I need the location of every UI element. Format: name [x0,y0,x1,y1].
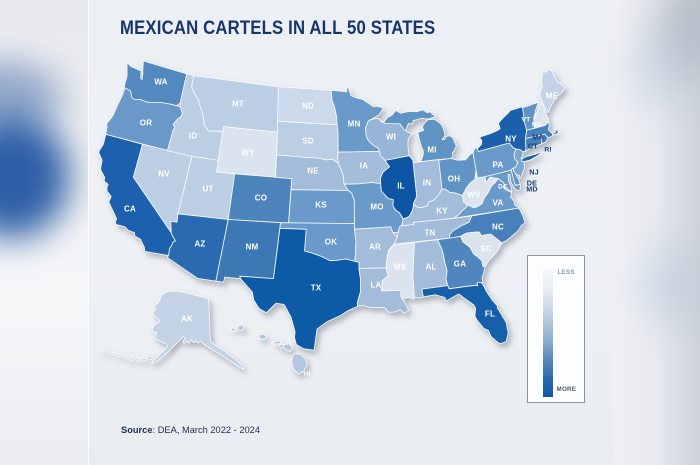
svg-text:UT: UT [202,185,213,194]
svg-text:WA: WA [154,78,167,87]
svg-text:TN: TN [424,229,435,238]
svg-text:OR: OR [140,119,152,128]
svg-text:WV: WV [467,191,481,200]
svg-text:AZ: AZ [194,240,205,249]
svg-text:WI: WI [386,133,396,142]
svg-text:AR: AR [369,243,381,252]
svg-text:CA: CA [124,205,136,214]
svg-text:OK: OK [325,238,337,247]
svg-text:DC: DC [498,184,508,191]
svg-text:NJ: NJ [529,168,539,177]
svg-text:MS: MS [394,263,407,272]
svg-text:IL: IL [397,182,405,191]
svg-text:NC: NC [492,223,504,232]
svg-text:AL: AL [425,263,436,272]
svg-text:IA: IA [360,162,368,171]
svg-text:NH: NH [532,122,542,129]
svg-text:PA: PA [493,161,504,170]
svg-text:GA: GA [454,260,466,269]
svg-text:KY: KY [436,207,448,216]
svg-text:MI: MI [427,146,436,155]
svg-text:SC: SC [480,245,492,254]
svg-text:IN: IN [423,179,431,188]
svg-text:CT: CT [528,142,538,151]
svg-text:MA: MA [532,133,544,142]
svg-text:NE: NE [307,167,319,176]
svg-text:AK: AK [181,315,193,324]
svg-text:NY: NY [505,135,517,144]
svg-text:MN: MN [348,120,361,129]
svg-text:CO: CO [255,194,267,203]
svg-text:TX: TX [311,284,322,293]
svg-text:SD: SD [302,137,314,146]
svg-text:HI: HI [303,371,310,378]
svg-text:ME: ME [546,92,559,101]
svg-text:LA: LA [370,281,381,290]
svg-text:WY: WY [241,149,255,158]
svg-text:MT: MT [232,100,244,109]
svg-text:NM: NM [246,243,259,252]
svg-text:FL: FL [485,310,495,319]
svg-text:MO: MO [370,203,383,212]
svg-text:KS: KS [315,201,327,210]
svg-text:MD: MD [526,185,538,194]
svg-text:VA: VA [493,199,504,208]
svg-text:OH: OH [448,175,460,184]
svg-text:NV: NV [158,170,170,179]
svg-text:RI: RI [544,147,551,154]
svg-text:ND: ND [302,102,314,111]
svg-text:VT: VT [521,117,531,124]
svg-text:DE: DE [527,179,537,188]
svg-text:ID: ID [189,132,197,141]
